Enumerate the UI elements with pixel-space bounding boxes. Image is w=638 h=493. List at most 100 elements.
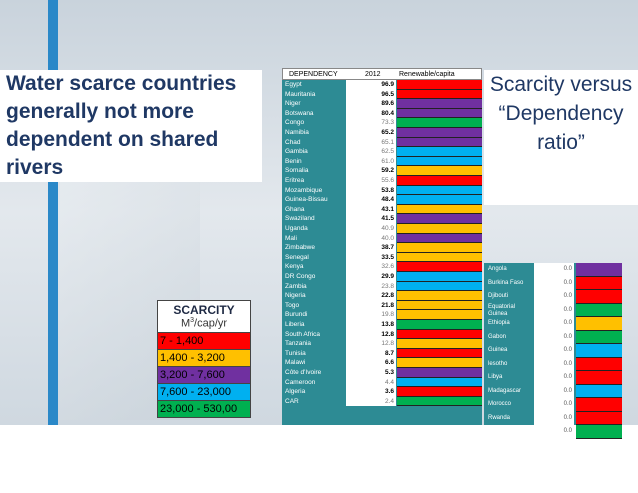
header-dependency: DEPENDENCY	[289, 71, 338, 78]
table-row: Swaziland 41.5	[282, 214, 482, 224]
country-name: South Africa	[285, 330, 321, 338]
dependency-value: 0.0	[534, 276, 574, 290]
scarcity-cell	[576, 263, 622, 277]
scarcity-cell	[397, 80, 482, 90]
country-name: lesotho	[488, 360, 508, 367]
country-name: Ghana	[285, 205, 305, 213]
scarcity-cell	[397, 108, 482, 119]
country-name: DR Congo	[285, 273, 316, 280]
table-row: Côte d'Ivoire 5.3	[282, 368, 482, 378]
country-name: Namibia	[285, 129, 309, 136]
scarcity-cell	[576, 317, 622, 331]
table-row: Benin 61.0	[282, 156, 482, 167]
side-table-row: Guinea 0.0	[484, 344, 622, 358]
dependency-value: 8.7	[346, 348, 396, 359]
table-row: Nigeria 22.8	[282, 291, 482, 301]
side-table-row: Sierra Leone 0.0	[484, 425, 622, 439]
table-row: South Africa 12.8	[282, 329, 482, 340]
dependency-value: 0.0	[534, 263, 574, 277]
side-table-row: Burkina Faso 0.0	[484, 276, 622, 290]
dependency-value: 0.0	[534, 330, 574, 344]
dependency-value: 22.8	[346, 291, 396, 301]
scarcity-cell	[397, 214, 482, 224]
dependency-value: 61.0	[346, 156, 396, 167]
country-name: Gambia	[285, 148, 308, 156]
scarcity-cell	[397, 128, 482, 138]
dependency-value: 0.0	[534, 425, 574, 439]
country-name: Kenya	[285, 263, 304, 271]
country-name: Algeria	[285, 388, 306, 396]
scarcity-cell	[576, 425, 622, 439]
legend-rows: 7 - 1,400 1,400 - 3,200 3,200 - 7,600 7,600…	[158, 331, 250, 417]
table-row: Kenya 32.6	[282, 262, 482, 272]
scarcity-cell	[397, 99, 482, 109]
scarcity-cell	[397, 147, 482, 157]
table-row: DR Congo 29.9	[282, 272, 482, 282]
country-name: Eritrea	[285, 177, 305, 184]
dependency-value: 53.8	[346, 185, 396, 196]
scarcity-cell	[397, 118, 482, 128]
scarcity-cell	[397, 166, 482, 176]
dependency-value: 33.5	[346, 252, 396, 263]
country-name: Burkina Faso	[488, 279, 524, 286]
dependency-value: 23.8	[346, 281, 396, 292]
scarcity-cell	[397, 396, 482, 407]
scarcity-cell	[576, 371, 622, 385]
dependency-value: 48.4	[346, 195, 396, 205]
dependency-value: 43.1	[346, 204, 396, 215]
country-name: Chad	[285, 138, 301, 146]
scarcity-cell	[397, 89, 482, 100]
scarcity-cell	[576, 398, 622, 412]
table-row: Somalia 59.2	[282, 166, 482, 176]
table-row: Zimbabwe 38.7	[282, 243, 482, 253]
country-name: Sierra Leone	[488, 428, 523, 434]
dependency-value: 65.2	[346, 128, 396, 138]
slide-title: Water scarce countries generally not mor…	[0, 70, 262, 182]
legend-row: 7 - 1,400	[158, 331, 250, 349]
table-row: Chad 65.1	[282, 137, 482, 148]
dependency-value: 0.0	[534, 357, 574, 371]
scarcity-cell	[397, 358, 482, 368]
table-row: Niger 89.6	[282, 99, 482, 109]
dependency-value: 21.8	[346, 300, 396, 311]
table-row: Ghana 43.1	[282, 204, 482, 215]
country-name: Côte d'Ivoire	[285, 369, 322, 376]
scarcity-cell	[397, 233, 482, 244]
side-table-row: Angola 0.0	[484, 263, 622, 277]
dependency-value: 89.6	[346, 99, 396, 109]
country-name: Mauritania	[285, 90, 316, 98]
dependency-value: 59.2	[346, 166, 396, 176]
country-name: Egypt	[285, 81, 302, 88]
country-name: Angola	[488, 266, 507, 272]
table-row: Congo 73.3	[282, 118, 482, 128]
table-row: Tunisia 8.7	[282, 348, 482, 359]
table-row: Zambia 23.8	[282, 281, 482, 292]
dependency-value: 13.8	[346, 320, 396, 330]
scarcity-cell	[576, 330, 622, 344]
scarcity-cell	[397, 243, 482, 253]
scarcity-cell	[576, 303, 622, 317]
country-name: Tanzania	[285, 340, 312, 348]
table-row: Senegal 33.5	[282, 252, 482, 263]
side-table-row: lesotho 0.0	[484, 357, 622, 371]
dependency-value: 29.9	[346, 272, 396, 282]
dependency-value: 3.6	[346, 387, 396, 397]
country-name: Mali	[285, 234, 297, 242]
country-name: Cameroon	[285, 378, 316, 386]
scarcity-cell	[576, 290, 622, 304]
scarcity-cell	[576, 276, 622, 290]
table-row: Malawi 6.6	[282, 358, 482, 368]
scarcity-cell	[397, 339, 482, 349]
legend-unit-suffix: /cap/yr	[194, 317, 228, 330]
scarcity-cell	[397, 272, 482, 282]
table-row: Gambia 62.5	[282, 147, 482, 157]
table-row: CAR 2.4	[282, 396, 482, 407]
dependency-value: 19.8	[346, 310, 396, 320]
country-name: Swaziland	[285, 215, 315, 223]
side-table-row: Madagascar 0.0	[484, 384, 622, 398]
dependency-table: DEPENDENCY 2012 Renewable/capita Egypt 96…	[282, 68, 482, 425]
side-table-row: Gabon 0.0	[484, 330, 622, 344]
table-row: Tanzania 12.8	[282, 339, 482, 349]
dependency-value: 73.3	[346, 118, 396, 128]
country-name: Burundi	[285, 311, 308, 319]
